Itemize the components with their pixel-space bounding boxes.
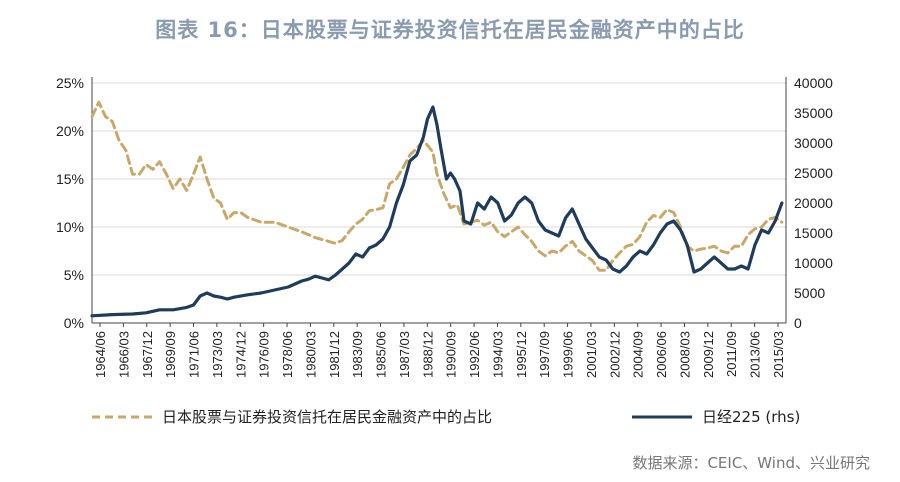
chart-title: 图表 16：日本股票与证券投资信托在居民金融资产中的占比 — [155, 18, 745, 42]
y-left-tick-label: 10% — [56, 219, 84, 235]
y-left-tick-label: 15% — [56, 171, 84, 187]
x-tick-label: 1987/03 — [397, 331, 412, 378]
x-tick-label: 1967/12 — [140, 331, 155, 378]
x-tick-label: 1971/06 — [187, 331, 202, 378]
x-tick-label: 1983/09 — [350, 331, 365, 378]
y-right-tick-label: 10000 — [794, 255, 833, 271]
x-tick-label: 1980/03 — [303, 331, 318, 378]
y-left-tick-label: 25% — [56, 75, 84, 91]
x-tick-label: 1973/03 — [210, 331, 225, 378]
chart-canvas: 0% 5% 10% 15% 20% 25% 0 5000 10000 15000 20000 250… — [56, 75, 833, 378]
y-right-tick-label: 35000 — [794, 105, 833, 121]
x-tick-label: 2008/03 — [677, 331, 692, 378]
y-left-tick-label: 20% — [56, 123, 84, 139]
y-axis-right: 0 5000 10000 15000 20000 25000 30000 35000 40000 — [794, 75, 833, 331]
x-tick-label: 2001/03 — [584, 331, 599, 378]
x-tick-label: 2011/09 — [724, 331, 739, 377]
y-right-tick-label: 25000 — [794, 165, 833, 181]
x-tick-label: 1997/09 — [537, 331, 552, 378]
x-tick-label: 1978/06 — [280, 331, 295, 378]
y-right-tick-label: 40000 — [794, 75, 833, 91]
legend-label-share: 日本股票与证券投资信托在居民金融资产中的占比 — [162, 408, 493, 426]
y-left-tick-label: 0% — [64, 315, 84, 331]
x-tick-label: 1964/06 — [93, 331, 108, 378]
legend-label-nikkei: 日经225 (rhs) — [702, 408, 801, 426]
x-tick-label: 1974/12 — [233, 331, 248, 378]
legend: 日本股票与证券投资信托在居民金融资产中的占比 日经225 (rhs) — [90, 406, 870, 434]
y-right-tick-label: 5000 — [794, 285, 825, 301]
y-left-tick-label: 5% — [64, 267, 84, 283]
series-line-share — [90, 100, 784, 272]
x-tick-label: 1976/09 — [257, 331, 272, 378]
x-tick-label: 1995/12 — [514, 331, 529, 378]
source-note: 数据来源：CEIC、Wind、兴业研究 — [632, 454, 870, 472]
y-right-tick-label: 20000 — [794, 195, 833, 211]
axes — [91, 77, 787, 327]
x-tick-label: 1985/06 — [374, 331, 389, 378]
x-tick-label: 2002/12 — [607, 331, 622, 378]
legend-swatch-solid — [632, 415, 692, 418]
x-tick-label: 1966/03 — [116, 331, 131, 378]
x-tick-label: 2013/06 — [748, 331, 763, 378]
x-tick-label: 1992/06 — [467, 331, 482, 378]
x-tick-label: 1999/06 — [561, 331, 576, 378]
legend-swatch-dashed — [92, 415, 152, 418]
legend-item-share: 日本股票与证券投资信托在居民金融资产中的占比 — [90, 406, 492, 427]
y-right-tick-label: 30000 — [794, 135, 833, 151]
x-tick-label: 2015/03 — [771, 331, 786, 378]
y-right-tick-label: 0 — [794, 315, 802, 331]
x-axis-labels: 1964/06 1966/03 1967/12 1969/09 1971/06 1973/… — [93, 331, 786, 378]
series-lines — [90, 100, 784, 318]
x-tick-label: 1981/12 — [327, 331, 342, 378]
y-right-tick-label: 15000 — [794, 225, 833, 241]
x-tick-label: 1988/12 — [420, 331, 435, 378]
legend-item-nikkei: 日经225 (rhs) — [630, 406, 800, 427]
y-axis-left: 0% 5% 10% 15% 20% 25% — [56, 75, 84, 331]
x-tick-label: 1994/03 — [490, 331, 505, 378]
x-tick-label: 2006/06 — [654, 331, 669, 378]
x-tick-label: 1969/09 — [163, 331, 178, 378]
x-tick-label: 2009/12 — [701, 331, 716, 378]
x-tick-label: 1990/09 — [444, 331, 459, 378]
x-tick-label: 2004/09 — [631, 331, 646, 378]
series-line-nikkei — [90, 105, 784, 318]
